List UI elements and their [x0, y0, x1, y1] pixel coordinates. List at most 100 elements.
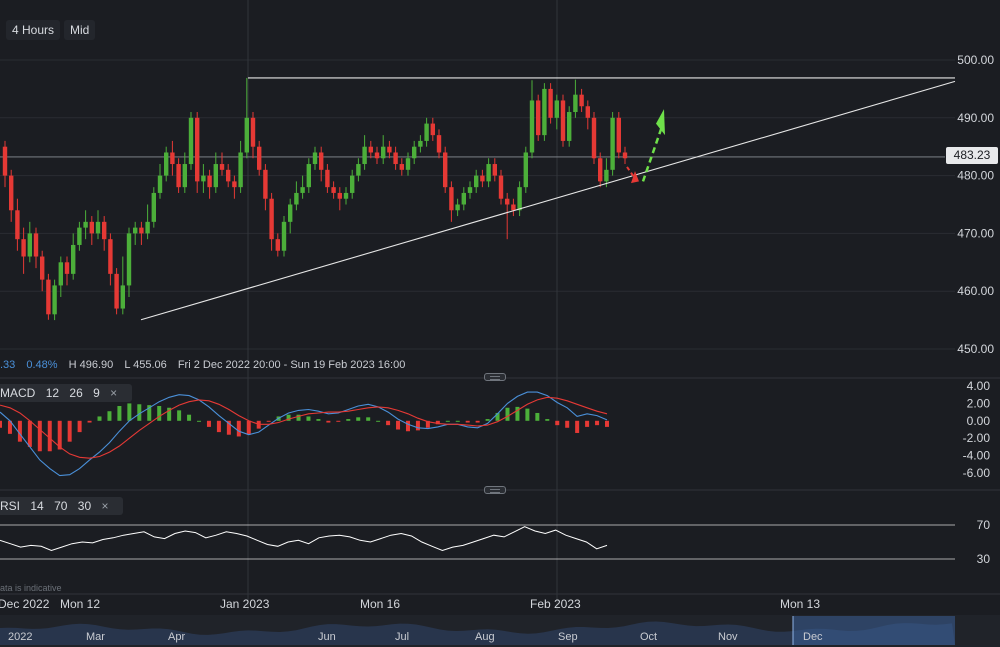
candle-down: [232, 181, 237, 188]
navigator-label: Mar: [86, 631, 105, 643]
price-tick-label: 500.00: [957, 53, 994, 67]
navigator[interactable]: 2022 Mar Apr Jun Jul Aug Sep Oct Nov Dec: [0, 615, 1000, 647]
candle-down: [64, 262, 70, 274]
candle-up: [281, 221, 287, 251]
change-value: .33: [0, 359, 16, 371]
navigator-label: 2022: [8, 631, 32, 643]
macd-hist-bar-up: [137, 404, 142, 421]
candle-down: [15, 210, 20, 240]
candle-down: [536, 100, 541, 136]
data-disclaimer: ata is indicative: [0, 583, 62, 593]
candle-up: [424, 123, 429, 141]
macd-hist-bar-up: [197, 420, 202, 422]
macd-hist-bar-down: [206, 420, 211, 427]
candle-down: [89, 221, 94, 234]
navigator-label: Dec: [803, 631, 823, 643]
candle-down: [368, 146, 373, 153]
candle-up: [95, 221, 101, 234]
candle-up: [523, 152, 528, 188]
macd-hist-bar-down: [595, 420, 600, 426]
price-tick-label: 480.00: [957, 169, 994, 183]
rsi-tick-label: 70: [977, 518, 991, 532]
macd-resize-handle[interactable]: [484, 373, 506, 381]
macd-hist-bar-up: [97, 416, 102, 421]
date-label: Feb 2023: [530, 597, 581, 611]
candle-up: [294, 192, 299, 205]
candle-down: [374, 152, 380, 159]
macd-param-slow: 26: [69, 386, 83, 400]
candle-down: [102, 221, 107, 240]
macd-legend[interactable]: MACD 12 26 9 ×: [0, 384, 133, 402]
macd-hist-bar-up: [485, 419, 490, 421]
candle-up: [27, 233, 32, 257]
candle-up: [573, 94, 578, 113]
candle-down: [108, 239, 113, 274]
price-type-button[interactable]: Mid: [64, 20, 96, 40]
candle-down: [275, 239, 280, 251]
candle-up: [133, 227, 138, 234]
candle-down: [226, 169, 231, 182]
candle-down: [40, 256, 45, 280]
candle-down: [449, 187, 454, 211]
macd-hist-bar-down: [7, 420, 12, 434]
candle-down: [399, 164, 404, 170]
candle-up: [164, 152, 169, 176]
interval-button[interactable]: 4 Hours: [6, 20, 61, 40]
candle-down: [21, 239, 26, 257]
macd-hist-bar-up: [296, 414, 301, 421]
macd-hist-bar-down: [555, 420, 560, 426]
candle-down: [46, 279, 51, 315]
macd-close-icon[interactable]: ×: [110, 386, 118, 400]
macd-panel[interactable]: [0, 391, 609, 477]
macd-hist-bar-down: [216, 420, 221, 433]
price-tick-label: 470.00: [957, 226, 994, 240]
rsi-resize-handle[interactable]: [484, 486, 506, 494]
rsi-panel[interactable]: [0, 524, 955, 560]
macd-line: [0, 391, 608, 477]
rsi-label: RSI: [0, 499, 21, 513]
candle-up: [517, 187, 522, 211]
candle-down: [443, 152, 448, 188]
candle-down: [195, 117, 200, 182]
candle-up: [554, 100, 559, 118]
candle-down: [492, 164, 497, 176]
candle-up: [244, 117, 249, 153]
candle-up: [381, 146, 386, 159]
candle-down: [393, 152, 398, 165]
macd-hist-bar-down: [17, 420, 22, 442]
candle-down: [585, 106, 590, 118]
macd-hist-bar-down: [425, 420, 430, 428]
macd-hist-bar-down: [77, 420, 82, 433]
macd-hist-bar-down: [415, 420, 420, 431]
macd-hist-bar-up: [515, 406, 520, 421]
macd-hist-bar-down: [0, 420, 2, 428]
candle-up: [343, 192, 349, 199]
candle-up: [201, 175, 206, 182]
macd-hist-bar-up: [455, 420, 460, 422]
rsi-close-icon[interactable]: ×: [101, 499, 109, 513]
macd-tick-label: -4.00: [963, 449, 991, 463]
macd-tick-label: -2.00: [963, 431, 991, 445]
candle-down: [2, 146, 8, 176]
price-tick-label: 450.00: [957, 342, 994, 356]
macd-hist-bar-down: [27, 420, 32, 447]
candle-up: [467, 187, 473, 193]
navigator-label: Aug: [475, 631, 495, 643]
macd-hist-bar-up: [316, 419, 321, 421]
macd-hist-bar-down: [266, 420, 271, 422]
candle-down: [387, 146, 392, 153]
candle-up: [52, 285, 57, 315]
price-tick-label: 460.00: [957, 284, 994, 298]
rsi-tick-label: 30: [977, 552, 991, 566]
candle-down: [170, 152, 175, 165]
date-label: Dec 2022: [0, 597, 50, 611]
price-panel[interactable]: [0, 77, 956, 321]
candle-up: [610, 117, 615, 170]
candle-down: [207, 175, 212, 188]
macd-hist-bar-down: [57, 420, 62, 450]
macd-hist-bar-down: [326, 420, 331, 423]
rsi-legend[interactable]: RSI 14 70 30 ×: [0, 497, 124, 515]
macd-hist-bar-up: [306, 416, 311, 421]
